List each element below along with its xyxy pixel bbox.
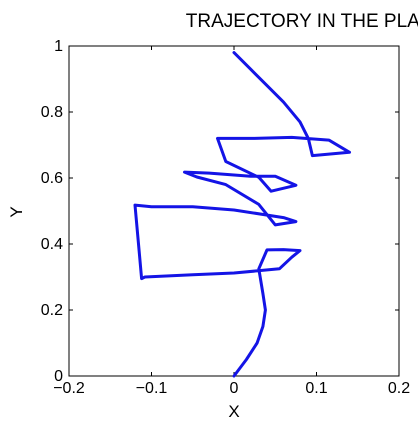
x-tick-label: 0.1 bbox=[305, 380, 327, 397]
y-axis-tick-labels: 0 0.2 0.4 0.6 0.8 1 bbox=[41, 38, 63, 385]
y-tick-label: 0 bbox=[54, 368, 63, 385]
y-axis-label: Y bbox=[7, 206, 26, 217]
chart-title: TRAJECTORY IN THE PLANE bbox=[186, 11, 418, 32]
x-axis-tick-labels: −0.2 −0.1 0 0.1 0.2 bbox=[53, 380, 410, 397]
y-tick-label: 1 bbox=[54, 38, 63, 55]
x-tick-label: 0 bbox=[230, 380, 239, 397]
y-tick-label: 0.6 bbox=[41, 170, 63, 187]
y-axis-ticks bbox=[69, 45, 399, 377]
series-layer bbox=[133, 51, 351, 378]
trajectory-line bbox=[133, 51, 351, 378]
y-tick-label: 0.4 bbox=[41, 236, 63, 253]
y-tick-label: 0.8 bbox=[41, 104, 63, 121]
x-tick-label: −0.1 bbox=[136, 380, 168, 397]
x-axis-label: X bbox=[228, 402, 239, 421]
x-tick-label: 0.2 bbox=[388, 380, 410, 397]
x-tick-label: −0.2 bbox=[53, 380, 85, 397]
x-axis-ticks bbox=[68, 46, 400, 376]
y-tick-label: 0.2 bbox=[41, 302, 63, 319]
